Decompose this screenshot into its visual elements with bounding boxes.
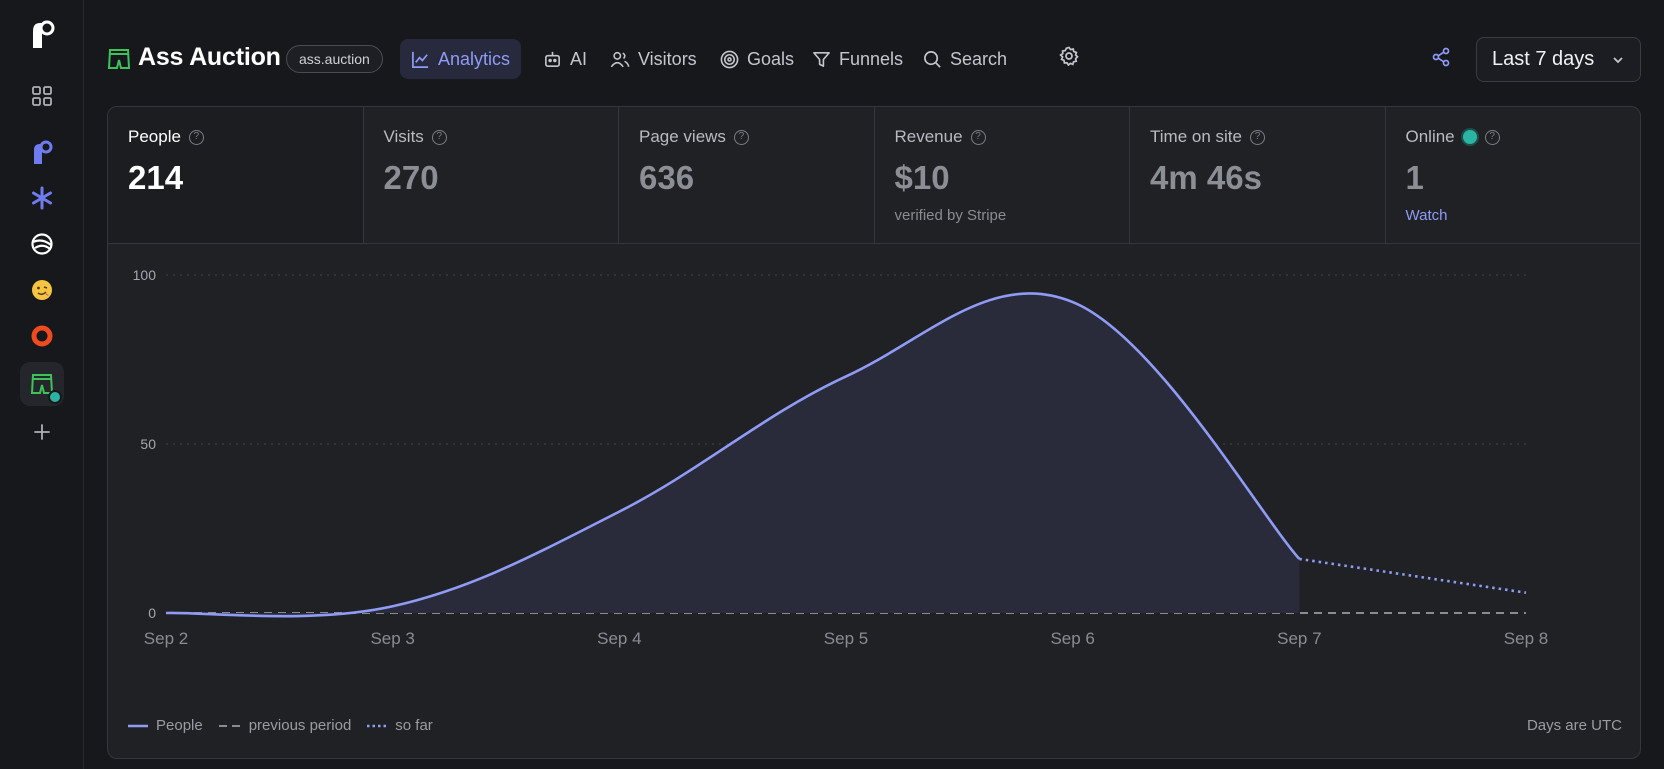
live-indicator	[1462, 130, 1477, 144]
chart-legend: People previous period so far	[128, 717, 433, 734]
stat-value: 636	[639, 159, 695, 196]
analytics-card: People? 214 Visits? 270 Page views? 636 …	[107, 106, 1641, 759]
tab-label: AI	[570, 48, 588, 69]
date-range-select[interactable]: Last 7 days	[1476, 37, 1641, 82]
stat-label-text: Visits	[383, 127, 424, 146]
stat-value: 270	[383, 159, 439, 196]
series-people-line	[165, 292, 1301, 618]
visitors-chart[interactable]: 0 50 100 Sep 2 Sep 3 Sep 4 Sep 5 Sep 6 Sep 7 Sep …	[108, 244, 1641, 704]
stat-label: People?	[128, 127, 343, 147]
help-icon[interactable]: ?	[1484, 129, 1500, 145]
stat-label: Online?	[1406, 127, 1621, 147]
tab-goals[interactable]: Goals	[709, 39, 805, 79]
legend-solid-line-icon	[128, 724, 148, 727]
stat-label: Page views?	[639, 127, 854, 147]
stat-value: $10	[894, 159, 950, 196]
y-tick-label: 100	[133, 267, 157, 283]
stat-subtext: verified by Stripe	[894, 207, 1007, 224]
stat-page-views[interactable]: Page views? 636	[619, 107, 875, 243]
add-site-icon[interactable]	[20, 410, 64, 454]
tab-label: Visitors	[638, 48, 697, 69]
legend-people: People	[128, 717, 203, 734]
timezone-note: Days are UTC	[1526, 717, 1622, 734]
robot-icon	[545, 51, 560, 67]
series-people-area	[166, 293, 1300, 617]
stat-label-text: Page views	[639, 127, 726, 146]
tab-label: Search	[950, 48, 1008, 69]
stat-time-on-site[interactable]: Time on site? 4m 46s	[1130, 107, 1386, 243]
stat-online[interactable]: Online? 1 Watch	[1386, 107, 1641, 243]
help-icon[interactable]: ?	[431, 129, 447, 145]
help-icon[interactable]: ?	[188, 129, 204, 145]
stat-label: Revenue?	[895, 127, 1110, 147]
help-icon[interactable]: ?	[1249, 129, 1265, 145]
gear-icon[interactable]	[1059, 46, 1079, 71]
chart-area: 0 50 100 Sep 2 Sep 3 Sep 4 Sep 5 Sep 6 Sep 7 Sep …	[108, 244, 1641, 758]
legend-label: People	[156, 717, 203, 734]
help-icon[interactable]: ?	[970, 129, 986, 145]
tab-label: Funnels	[839, 48, 904, 69]
stat-label: Visits?	[384, 127, 599, 147]
x-tick-label: Sep 7	[1277, 629, 1321, 648]
site-emoji-icon[interactable]	[20, 268, 64, 312]
stat-label-text: Online	[1405, 127, 1455, 146]
legend-dashed-line-icon	[218, 724, 241, 727]
tab-label: Analytics	[438, 48, 511, 69]
x-tick-label: Sep 4	[597, 629, 641, 648]
site-shorts-icon[interactable]	[20, 362, 64, 406]
x-tick-label: Sep 2	[144, 629, 188, 648]
series-people-partial	[1299, 557, 1527, 595]
stat-value: 1	[1405, 159, 1424, 196]
stat-label-text: Time on site	[1150, 127, 1242, 146]
stat-revenue[interactable]: Revenue? $10 verified by Stripe	[875, 107, 1130, 243]
users-icon	[610, 51, 630, 67]
share-icon[interactable]	[1431, 47, 1451, 72]
domain-badge[interactable]: ass.auction	[286, 45, 383, 73]
legend-partial: so far	[367, 717, 433, 734]
online-indicator	[48, 390, 62, 404]
x-tick-label: Sep 6	[1050, 629, 1094, 648]
y-tick-label: 0	[148, 605, 156, 621]
site-globe-icon[interactable]	[20, 222, 64, 266]
tab-visitors[interactable]: Visitors	[599, 39, 708, 79]
tab-label: Goals	[747, 48, 795, 69]
stat-label-text: Revenue	[894, 127, 963, 146]
tab-analytics[interactable]: Analytics	[400, 39, 522, 79]
site-shorts-icon	[107, 48, 131, 75]
legend-dotted-line-icon	[367, 724, 388, 727]
plausible-logo-icon[interactable]	[20, 12, 64, 56]
stat-value: 4m 46s	[1150, 159, 1262, 196]
target-icon	[720, 50, 739, 68]
x-tick-label: Sep 5	[824, 629, 868, 648]
help-icon[interactable]: ?	[733, 129, 749, 145]
sidebar	[0, 0, 84, 769]
site-asterisk-icon[interactable]	[20, 176, 64, 220]
search-icon	[924, 50, 941, 68]
stat-visits[interactable]: Visits? 270	[364, 107, 619, 243]
stat-value: 214	[128, 159, 184, 196]
site-o-icon[interactable]	[20, 314, 64, 358]
legend-label: so far	[395, 717, 433, 734]
site-plausible-icon[interactable]	[20, 130, 64, 174]
legend-label: previous period	[248, 717, 352, 734]
funnel-icon	[813, 51, 830, 67]
tab-search[interactable]: Search	[912, 39, 1018, 79]
date-range-label: Last 7 days	[1492, 48, 1595, 70]
stat-label-text: People	[128, 127, 181, 146]
x-tick-label: Sep 8	[1504, 629, 1548, 648]
grid-icon[interactable]	[20, 74, 64, 118]
y-tick-label: 50	[140, 436, 156, 452]
watch-link[interactable]: Watch	[1405, 207, 1448, 224]
stat-label: Time on site?	[1150, 127, 1365, 147]
tab-ai[interactable]: AI	[532, 39, 598, 79]
stats-row: People? 214 Visits? 270 Page views? 636 …	[108, 107, 1640, 244]
x-tick-label: Sep 3	[370, 629, 414, 648]
chevron-down-icon	[1613, 56, 1623, 63]
site-name[interactable]: Ass Auction	[138, 43, 281, 71]
chart-line-icon	[412, 51, 429, 68]
tab-funnels[interactable]: Funnels	[801, 39, 914, 79]
stat-people[interactable]: People? 214	[108, 107, 364, 243]
legend-previous: previous period	[218, 717, 352, 734]
header: Ass Auction ass.auction Analytics AI Vis…	[84, 0, 1664, 100]
